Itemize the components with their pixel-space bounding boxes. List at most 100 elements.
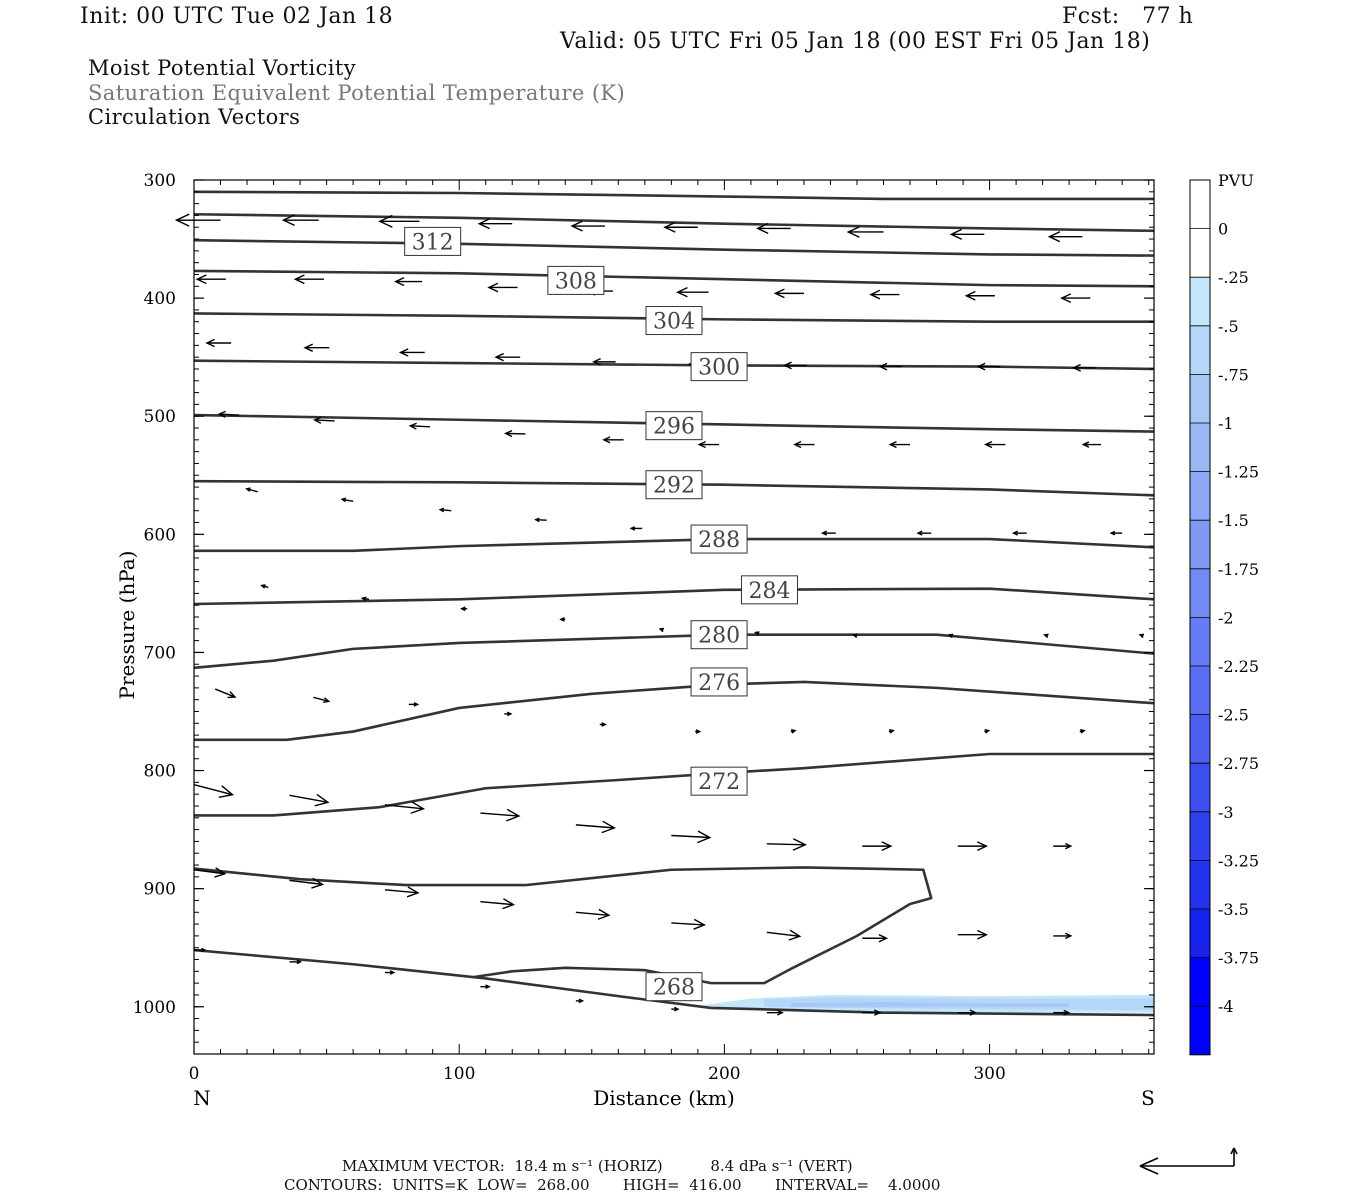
circulation-vector xyxy=(1043,633,1049,639)
vector-head xyxy=(777,1009,784,1016)
colorbar-label: -3.75 xyxy=(1218,949,1259,968)
circulation-vector xyxy=(570,220,606,232)
contour-292 xyxy=(193,479,1155,497)
colorbar-label: -2 xyxy=(1218,608,1234,627)
vector-head xyxy=(260,584,266,589)
circulation-vector xyxy=(957,1009,978,1016)
vector-shaft xyxy=(313,696,329,702)
x-endpoint-left: N xyxy=(193,1086,211,1110)
circulation-vector xyxy=(487,282,518,293)
vector-shaft xyxy=(214,688,236,698)
vector-head xyxy=(984,440,993,449)
vector-head xyxy=(852,633,858,639)
colorbar-segment xyxy=(1190,471,1210,521)
circulation-vector xyxy=(494,352,521,362)
vector-head xyxy=(949,228,963,240)
vector-head xyxy=(174,213,190,227)
vector-head xyxy=(296,959,303,965)
colorbar-label: 0 xyxy=(1218,220,1228,239)
circulation-vector xyxy=(575,820,617,834)
vector-head xyxy=(1063,1009,1071,1016)
circulation-vector xyxy=(534,517,547,523)
pv-shading-core xyxy=(790,1002,1070,1007)
circulation-vector xyxy=(384,886,420,898)
vector-shaft xyxy=(535,518,547,521)
contour-label-box xyxy=(690,667,748,697)
circulation-vector xyxy=(658,627,665,633)
vector-head xyxy=(410,801,426,814)
contour-unlabeled-0 xyxy=(193,190,1154,201)
colorbar-segment xyxy=(1190,374,1210,423)
circulation-vector xyxy=(773,288,804,299)
pv-shading-layer xyxy=(700,994,1154,1013)
circulation-vector xyxy=(360,596,370,602)
circulation-vector xyxy=(340,497,354,503)
y-tick-label: 500 xyxy=(144,407,176,427)
circulation-vector xyxy=(756,222,791,234)
colorbar-label: -3.5 xyxy=(1218,900,1249,919)
x-endpoint-right: S xyxy=(1141,1086,1155,1110)
vector-head xyxy=(674,1006,680,1012)
vector-shaft xyxy=(219,413,240,416)
circulation-vector xyxy=(378,214,420,228)
circulation-vector xyxy=(862,934,889,943)
circulation-vector xyxy=(303,343,330,352)
vector-head xyxy=(969,1009,978,1016)
vector-shaft xyxy=(246,488,258,493)
vector-head xyxy=(534,517,540,523)
vector-head xyxy=(601,820,617,834)
circulation-vector xyxy=(194,947,207,953)
contours-note: CONTOURS: UNITS=K LOW= 268.00 HIGH= 416.… xyxy=(284,1176,941,1194)
colorbar: PVU 0 -.25 -.5 -.75 -1 -1.25 -1.5 -1.75 -2 -2.25 -2… xyxy=(1189,171,1259,1056)
vector-head xyxy=(976,362,986,371)
vector-head xyxy=(559,617,565,622)
colorbar-label: -.25 xyxy=(1218,268,1249,287)
circulation-vector xyxy=(888,729,895,734)
max-vector-note: MAXIMUM VECTOR: 18.4 m s⁻¹ (HORIZ) 8.4 d… xyxy=(342,1157,853,1175)
colorbar-label: -1.75 xyxy=(1218,560,1259,579)
y-tick-label: 900 xyxy=(144,880,176,900)
vector-shaft xyxy=(440,509,452,512)
circulation-vector xyxy=(753,631,760,636)
title-mpv: Moist Potential Vorticity xyxy=(88,56,356,80)
circulation-vector xyxy=(862,841,893,852)
circulation-vector xyxy=(766,929,802,941)
circulation-vector xyxy=(671,918,706,930)
vector-head xyxy=(438,507,445,513)
colorbar-label: -2.75 xyxy=(1218,754,1259,773)
vector-head xyxy=(874,1009,882,1016)
circulation-vector xyxy=(599,722,607,727)
vector-head xyxy=(313,416,322,424)
vector-head xyxy=(916,530,923,536)
init-time: Init: 00 UTC Tue 02 Jan 18 xyxy=(80,4,394,29)
colorbar-label: -1.5 xyxy=(1218,511,1249,530)
reference-vector-icon xyxy=(1139,1147,1238,1175)
colorbar-segment xyxy=(1190,957,1210,1007)
vector-head xyxy=(293,274,305,285)
vector-head xyxy=(792,838,807,851)
vector-head xyxy=(878,934,889,943)
vector-head xyxy=(303,343,314,352)
vector-head xyxy=(869,289,881,300)
vector-head xyxy=(820,530,828,536)
vector-layer xyxy=(174,213,1145,1016)
colorbar-segment xyxy=(1190,568,1210,618)
colorbar-segment xyxy=(1190,811,1210,861)
vector-shaft xyxy=(384,804,424,810)
circulation-vector xyxy=(313,696,331,704)
x-axis-label: Distance (km) xyxy=(593,1086,735,1110)
contour-284 xyxy=(193,587,1155,606)
contour-label: 276 xyxy=(698,671,740,696)
vector-head xyxy=(506,808,521,822)
vector-head xyxy=(881,841,893,852)
circulation-vector xyxy=(888,440,911,449)
colorbar-segment xyxy=(1190,423,1210,472)
colorbar-segment xyxy=(1190,277,1210,326)
circulation-vector xyxy=(313,416,335,424)
circulation-vector xyxy=(964,290,995,301)
vector-head xyxy=(506,711,513,717)
vector-shaft xyxy=(575,911,609,916)
circulation-vector xyxy=(793,440,815,449)
